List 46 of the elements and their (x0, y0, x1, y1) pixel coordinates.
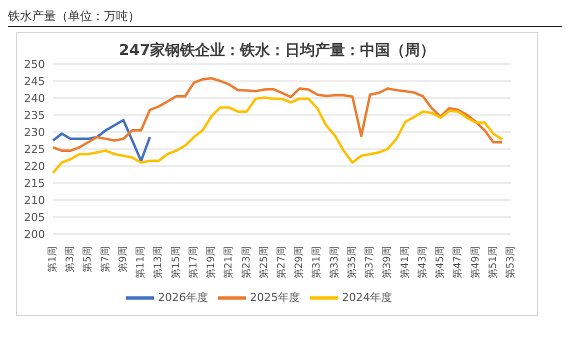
x-tick-label: 第1周 (46, 246, 58, 272)
x-tick-label: 第23周 (240, 246, 252, 279)
line-series (52, 118, 152, 162)
x-tick-label: 第11周 (134, 246, 147, 279)
x-tick-label: 第51周 (486, 246, 499, 279)
y-tick-label: 225 (24, 142, 45, 156)
x-tick-label: 第3周 (64, 246, 76, 272)
x-tick-label: 第37周 (364, 246, 376, 279)
x-tick-label: 第43周 (416, 246, 428, 279)
y-tick-label: 235 (24, 108, 45, 122)
text: 铁水产量（单位：万吨） (8, 8, 562, 27)
x-tick-label: 第53周 (504, 246, 516, 279)
x-tick-label: 第19周 (205, 246, 218, 279)
y-tick-label: 245 (24, 74, 45, 88)
x-tick-label: 第35周 (346, 246, 358, 279)
x-tick-label: 第31周 (310, 246, 323, 279)
y-tick-label: 215 (24, 176, 45, 190)
x-tick-label: 第47周 (452, 246, 464, 279)
x-tick-label: 第7周 (99, 246, 112, 272)
y-tick-label: 210 (24, 194, 45, 207)
x-tick-label: 第21周 (222, 246, 235, 279)
x-tick-label: 第39周 (381, 246, 394, 279)
y-tick-label: 200 (24, 228, 45, 241)
x-tick-label: 第13周 (152, 246, 164, 279)
x-tick-label: 第33周 (328, 246, 340, 279)
y-tick-label: 250 (24, 58, 45, 71)
x-tick-label: 第9周 (116, 246, 129, 272)
x-tick-label: 第29周 (293, 246, 306, 279)
x-tick-label: 第15周 (170, 246, 182, 279)
x-tick-label: 第27周 (276, 246, 288, 279)
legend-label: 2025年度 (250, 291, 300, 304)
line-series (52, 77, 504, 152)
y-tick-label: 240 (24, 92, 45, 105)
x-tick-label: 第45周 (434, 246, 446, 279)
x-tick-label: 第17周 (187, 246, 200, 279)
line-series (52, 96, 504, 174)
y-tick-label: 230 (24, 126, 45, 139)
chart-title: 247家钢铁企业：铁水：日均产量：中国（周） (118, 41, 436, 59)
legend-label: 2026年度 (158, 291, 208, 304)
x-tick-label: 第41周 (398, 246, 411, 279)
x-tick-label: 第25周 (258, 246, 270, 279)
y-tick-label: 220 (24, 160, 45, 173)
legend-label: 2024年度 (342, 291, 392, 304)
y-tick-label: 205 (24, 210, 45, 224)
x-tick-label: 第5周 (82, 246, 94, 272)
x-tick-label: 第49周 (469, 246, 482, 279)
